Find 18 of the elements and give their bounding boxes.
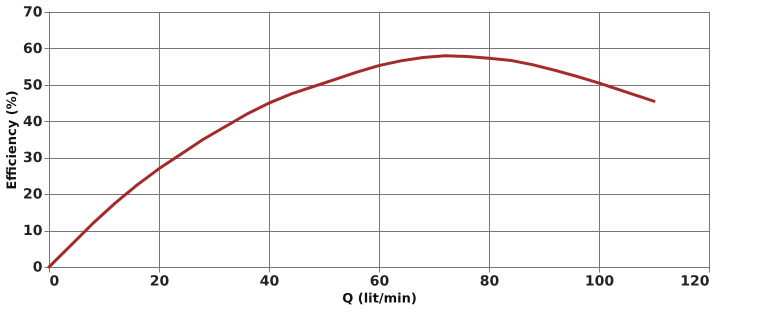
x-tick-label: 20 [150,274,170,290]
y-tick-label: 70 [23,4,43,20]
line-series [48,54,656,268]
y-axis-title: Efficiency (%) [5,90,20,190]
y-tick-label: 50 [23,77,43,94]
x-tick-label: 120 [680,274,710,290]
y-tick-label: 0 [32,260,43,276]
x-tick-label: 80 [480,274,500,290]
y-tick-label: 60 [23,40,43,57]
x-tick-label: 100 [584,274,614,290]
y-tick-label: 40 [23,114,43,130]
x-tick-label: 0 [50,274,60,290]
y-tick-label: 10 [23,223,43,240]
x-axis-title: Q (lit/min) [342,292,417,306]
x-tick-label: 40 [260,274,280,290]
y-tick-label: 30 [23,150,43,166]
x-tick-label: 60 [370,274,390,290]
y-tick-label: 20 [23,186,43,203]
